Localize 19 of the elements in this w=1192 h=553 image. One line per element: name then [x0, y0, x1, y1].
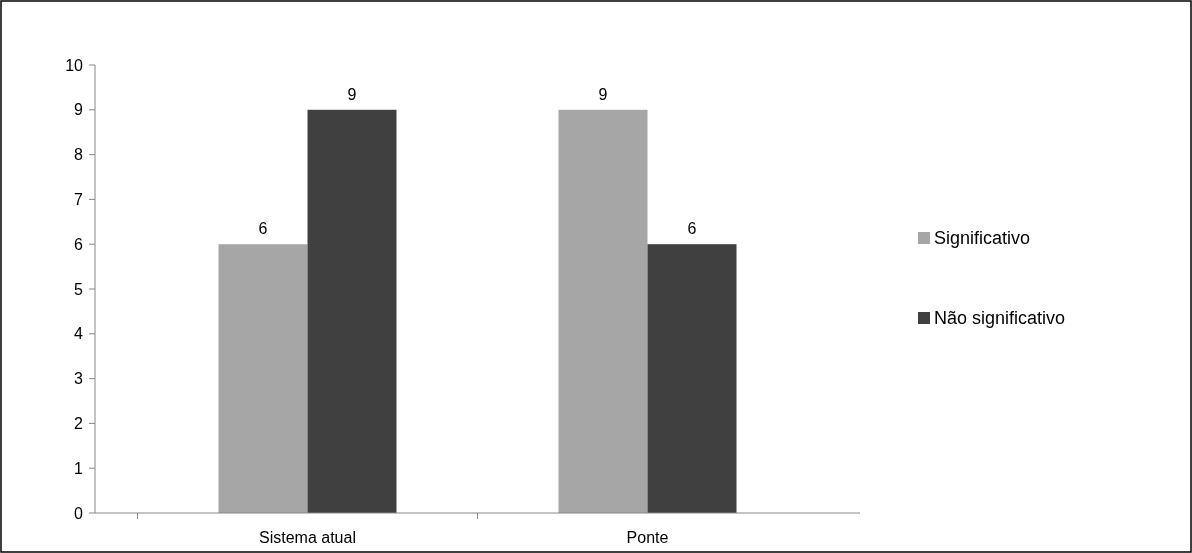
data-label: 6	[258, 220, 268, 238]
y-tick-label: 7	[74, 191, 84, 208]
y-tick-label: 5	[74, 280, 84, 298]
data-label: 9	[598, 85, 608, 103]
x-tick-label: Sistema atual	[259, 529, 356, 546]
legend-label: Significativo	[934, 228, 1031, 249]
y-tick-label: 1	[74, 459, 84, 477]
y-tick-label: 0	[74, 504, 84, 522]
y-tick-label: 3	[74, 370, 84, 388]
data-label: 9	[347, 85, 357, 103]
y-tick-label: 4	[74, 325, 84, 343]
x-tick-label: Ponte	[626, 529, 669, 546]
y-tick-label: 6	[74, 235, 84, 253]
y-tick-label: 9	[74, 101, 84, 119]
y-tick-label: 10	[65, 56, 84, 74]
y-tick-label: 2	[74, 415, 84, 432]
legend-label: Não significativo	[934, 308, 1066, 329]
y-tick-label: 8	[74, 146, 84, 164]
data-label: 6	[687, 220, 697, 238]
